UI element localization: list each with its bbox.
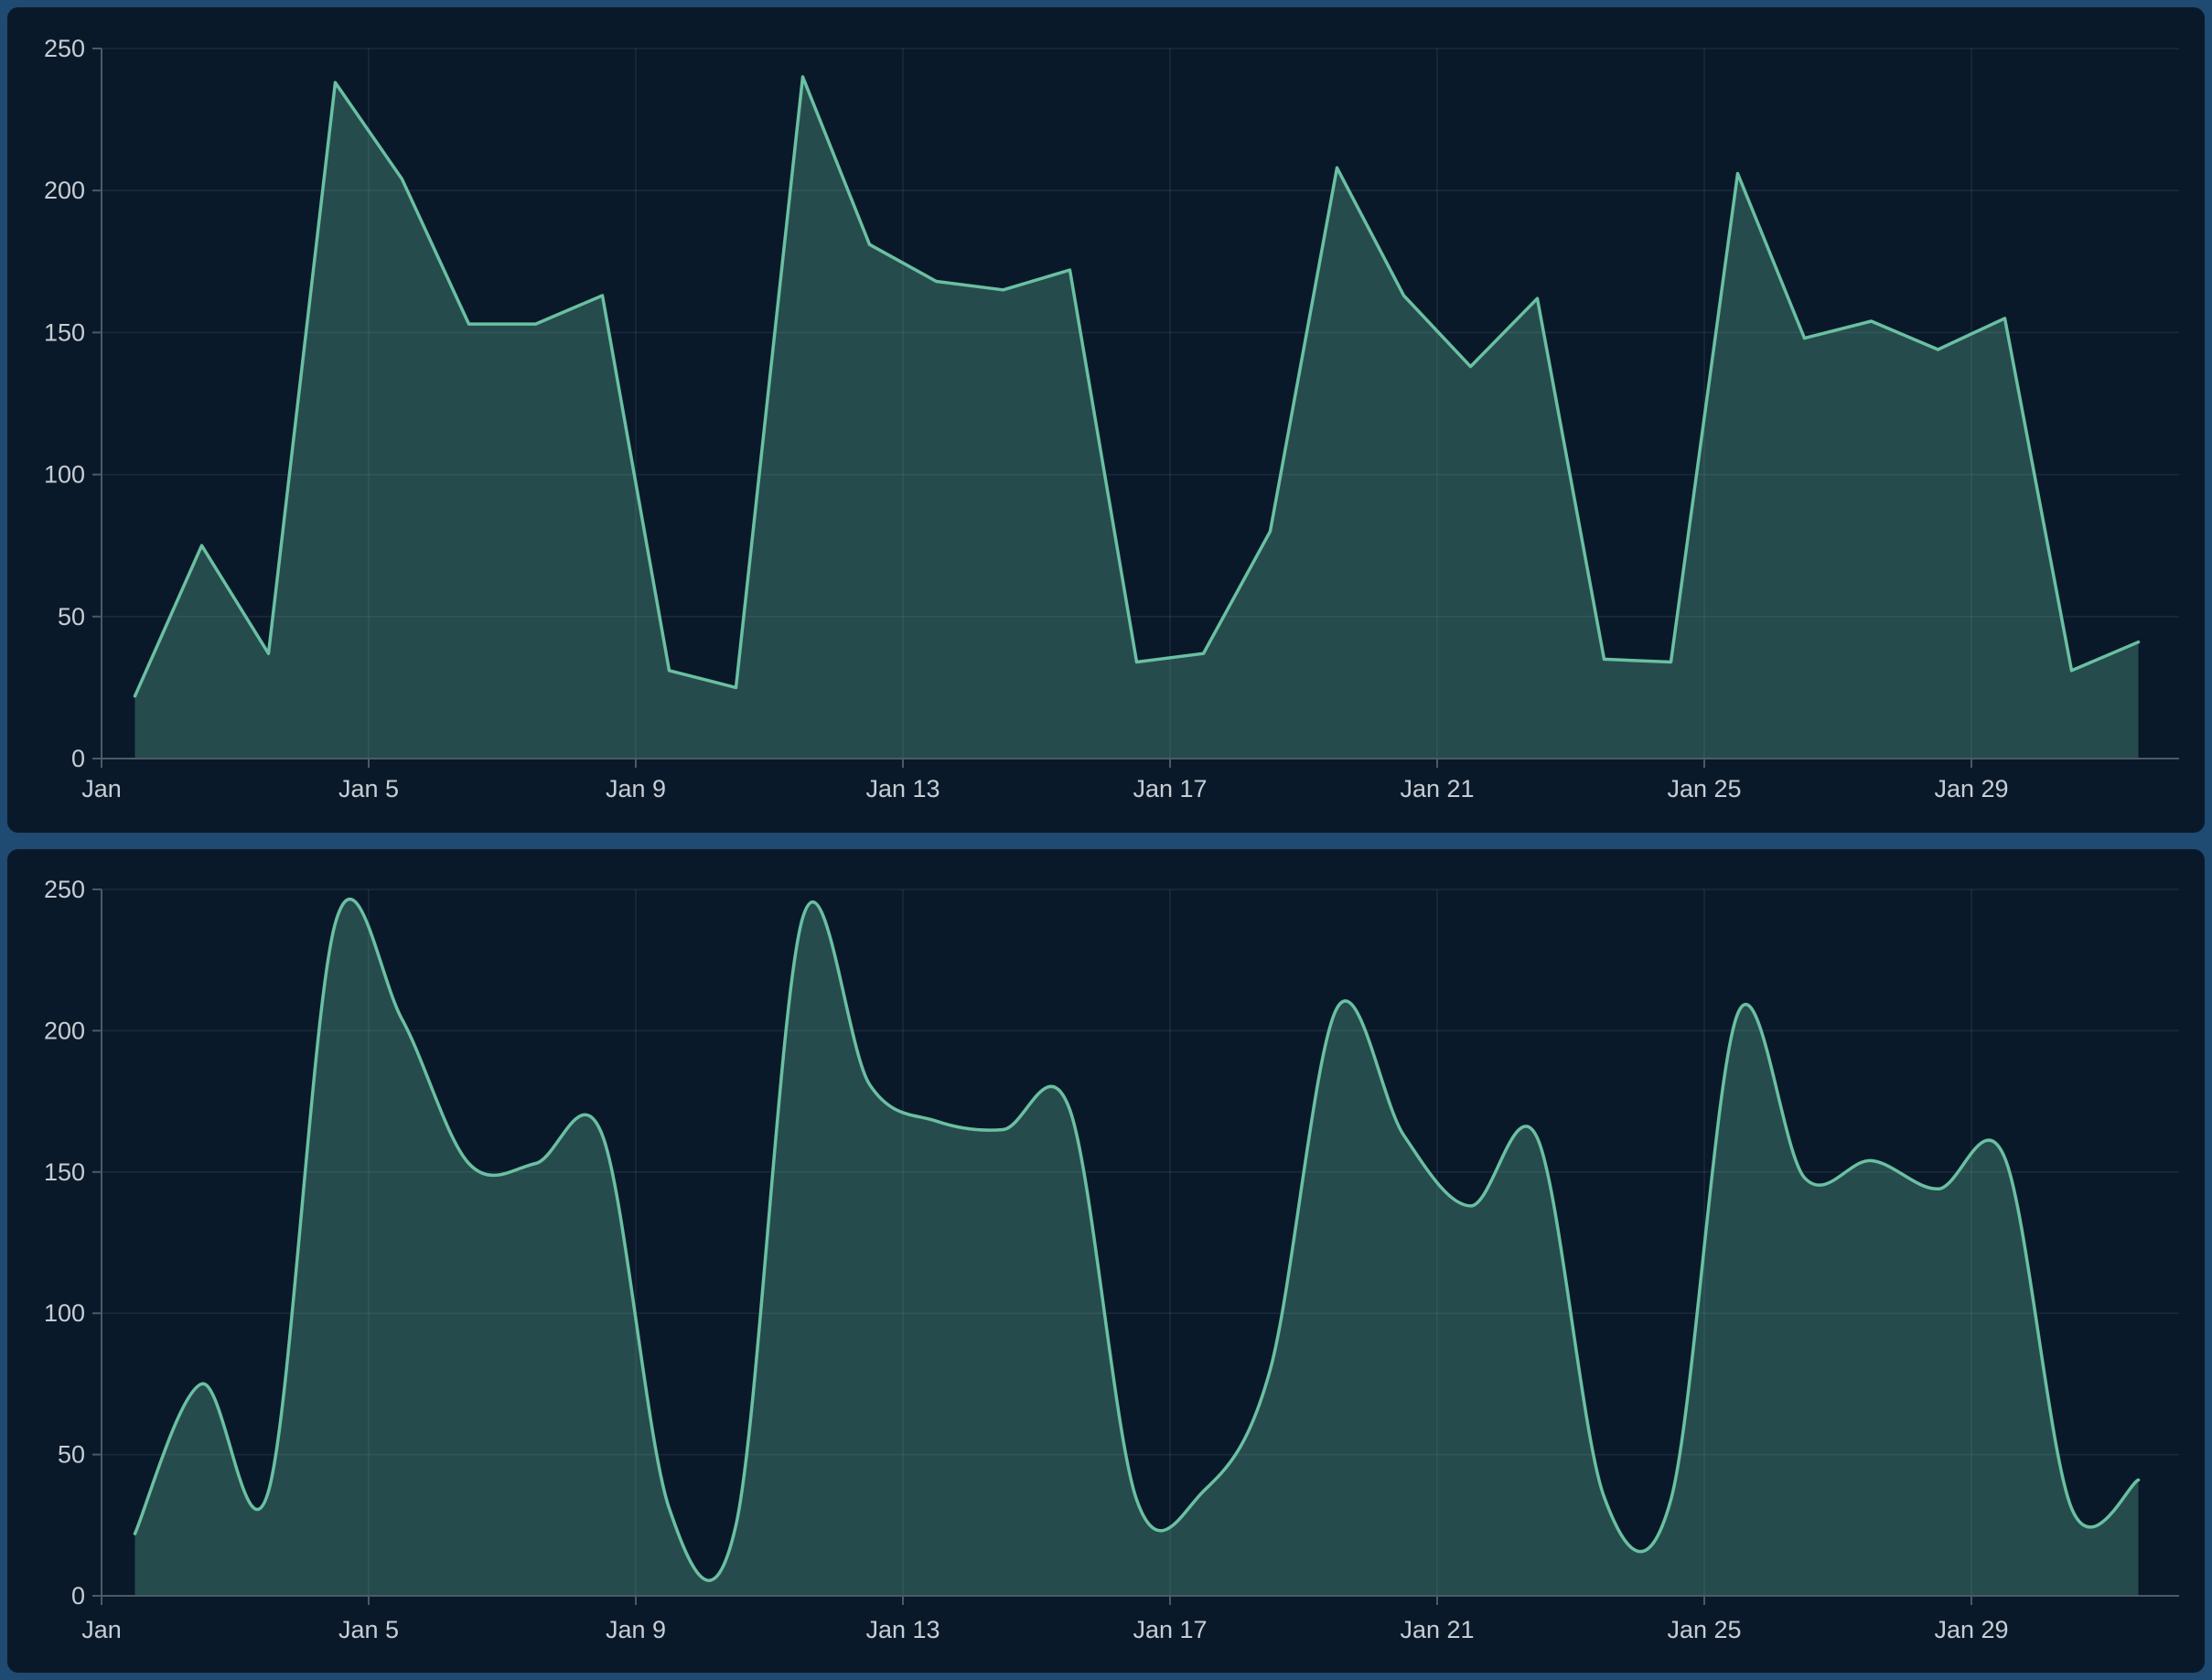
x-tick-label: Jan	[81, 1616, 122, 1643]
y-tick-label: 50	[58, 1441, 85, 1469]
y-tick-label: 200	[44, 1017, 85, 1044]
x-tick-label: Jan 21	[1400, 775, 1474, 802]
x-tick-label: Jan	[81, 775, 122, 802]
area-chart-smooth[interactable]: 0 50 100 150 200 250 Jan Jan 5 Jan 9 Jan 13 Jan 17…	[7, 849, 2205, 1673]
area-fill	[134, 77, 2139, 759]
x-tick-label: Jan 29	[1934, 775, 2008, 802]
y-tick-label: 150	[44, 1158, 85, 1186]
chart-card-top: 0 50 100 150 200 250 Jan Jan 5 Jan 9 Jan 13 Jan 17…	[7, 7, 2205, 833]
x-tick-label: Jan 9	[606, 775, 666, 802]
y-tick-label: 100	[44, 1299, 85, 1327]
x-tick-label: Jan 25	[1667, 1616, 1741, 1643]
series-line	[133, 897, 2141, 1582]
y-tick-label: 0	[71, 1582, 85, 1610]
x-tick-label: Jan 5	[338, 1616, 399, 1643]
y-tick-label: 200	[44, 177, 85, 204]
y-tick-label: 150	[44, 318, 85, 346]
y-tick-label: 250	[44, 35, 85, 62]
area-fill	[134, 899, 2139, 1596]
x-tick-label: Jan 13	[865, 775, 940, 802]
series-line	[133, 75, 2141, 698]
x-tick-label: Jan 13	[865, 1616, 940, 1643]
y-tick-label: 50	[58, 603, 85, 630]
x-tick-label: Jan 9	[606, 1616, 666, 1643]
x-tick-label: Jan 5	[338, 775, 399, 802]
chart-card-bottom: 0 50 100 150 200 250 Jan Jan 5 Jan 9 Jan 13 Jan 17…	[7, 849, 2205, 1673]
y-tick-label: 100	[44, 461, 85, 489]
x-tick-label: Jan 29	[1934, 1616, 2008, 1643]
x-tick-label: Jan 25	[1667, 775, 1741, 802]
x-tick-label: Jan 17	[1133, 775, 1207, 802]
area-chart-linear[interactable]: 0 50 100 150 200 250 Jan Jan 5 Jan 9 Jan 13 Jan 17…	[7, 7, 2205, 833]
x-tick-label: Jan 17	[1133, 1616, 1207, 1643]
y-tick-label: 0	[71, 745, 85, 772]
y-tick-label: 250	[44, 876, 85, 903]
x-tick-label: Jan 21	[1400, 1616, 1474, 1643]
